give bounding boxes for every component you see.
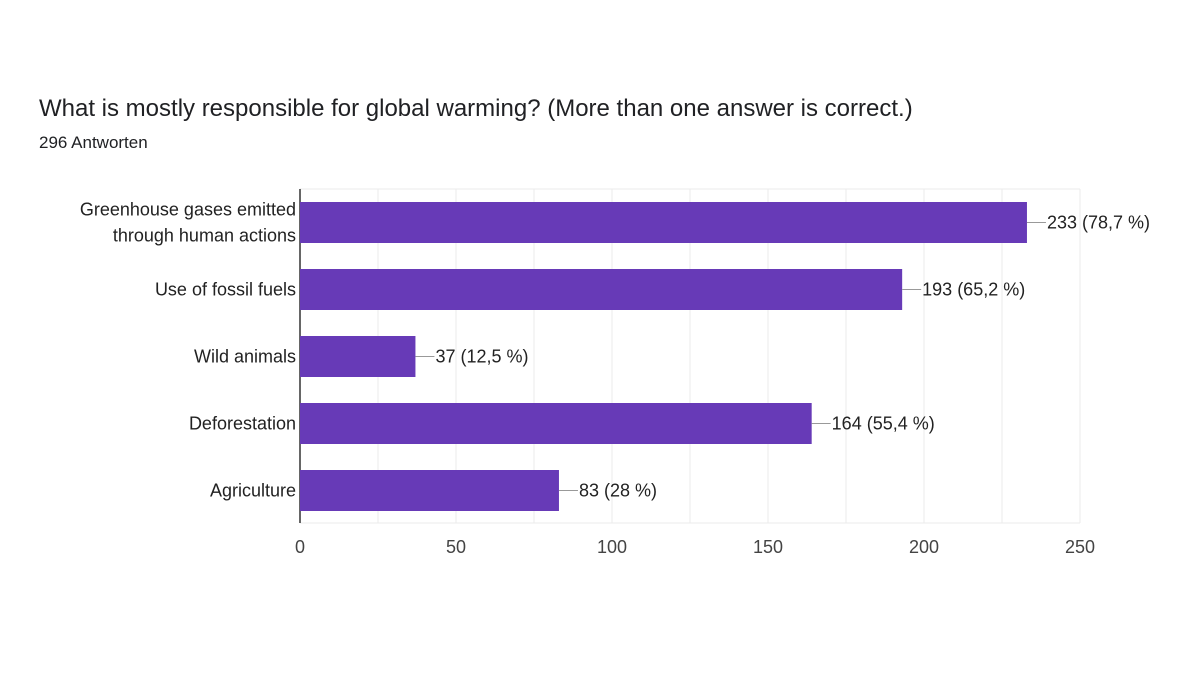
category-labels: Greenhouse gases emitted through human ac… [80, 200, 296, 501]
category-label: through human actions [113, 226, 296, 246]
bar [300, 336, 416, 377]
x-tick-label: 250 [1065, 537, 1095, 557]
x-tick-label: 100 [597, 537, 627, 557]
bar [300, 470, 559, 511]
bar [300, 202, 1027, 243]
response-count: 296 Antworten [39, 133, 148, 152]
x-tick-label: 200 [909, 537, 939, 557]
x-tick-labels: 0 50 100 150 200 250 [295, 537, 1095, 557]
bar [300, 269, 903, 310]
category-label: Greenhouse gases emitted [80, 200, 296, 220]
data-label: 37 (12,5 %) [435, 347, 528, 367]
data-label: 233 (78,7 %) [1047, 213, 1150, 233]
x-tick-label: 0 [295, 537, 305, 557]
category-label: Use of fossil fuels [155, 280, 296, 300]
data-label: 193 (65,2 %) [922, 280, 1025, 300]
x-tick-label: 150 [753, 537, 783, 557]
data-label: 83 (28 %) [579, 481, 657, 501]
x-tick-label: 50 [446, 537, 466, 557]
category-label: Wild animals [194, 347, 296, 367]
chart-title: What is mostly responsible for global wa… [39, 95, 913, 122]
category-label: Deforestation [189, 414, 296, 434]
data-label: 164 (55,4 %) [832, 414, 935, 434]
category-label: Agriculture [210, 481, 296, 501]
bars [300, 202, 1027, 511]
data-labels: 233 (78,7 %) 193 (65,2 %) 37 (12,5 %) 164 (… [415, 213, 1150, 501]
bar [300, 403, 812, 444]
